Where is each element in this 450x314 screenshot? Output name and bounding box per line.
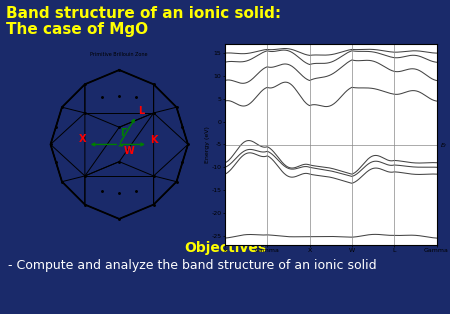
- Text: Band structure of an ionic solid:: Band structure of an ionic solid:: [6, 6, 281, 21]
- Text: $E_f$: $E_f$: [440, 141, 448, 150]
- Text: Γ: Γ: [121, 127, 126, 138]
- Text: K: K: [150, 135, 158, 145]
- Text: L: L: [138, 106, 144, 116]
- Text: X: X: [79, 134, 87, 144]
- Text: Primitive Brillouin Zone: Primitive Brillouin Zone: [90, 52, 148, 57]
- Text: - Compute and analyze the band structure of an ionic solid: - Compute and analyze the band structure…: [8, 259, 377, 273]
- Text: The case of MgO: The case of MgO: [6, 22, 148, 37]
- Text: W: W: [124, 146, 135, 156]
- Text: Objectives: Objectives: [184, 241, 266, 255]
- Y-axis label: Energy (eV): Energy (eV): [205, 126, 210, 163]
